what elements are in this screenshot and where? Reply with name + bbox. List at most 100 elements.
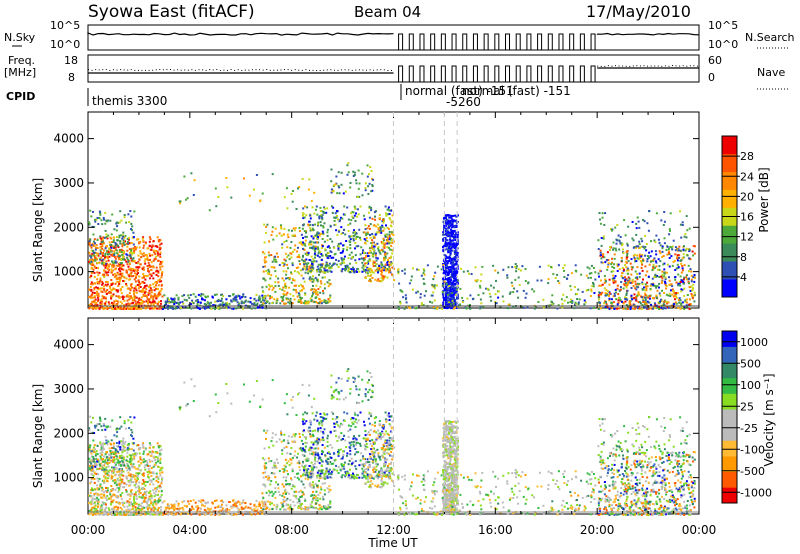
power-cell — [598, 301, 600, 304]
power-cell — [109, 248, 112, 251]
power-cell — [146, 296, 149, 299]
power-cell — [119, 262, 122, 265]
power-cell — [645, 287, 648, 290]
power-cell — [133, 291, 136, 294]
power-cell — [157, 293, 160, 296]
power-cell — [148, 298, 151, 301]
power-cell — [397, 269, 399, 272]
power-cell — [254, 307, 257, 310]
power-cell — [307, 301, 310, 304]
power-cell — [320, 213, 323, 216]
power-cell — [312, 245, 315, 248]
power-cell — [315, 270, 318, 273]
power-cell — [152, 299, 155, 302]
power-cell — [106, 308, 109, 310]
power-cell — [90, 256, 93, 259]
power-cell — [556, 273, 559, 276]
power-cell — [131, 236, 134, 239]
power-cell — [117, 273, 120, 276]
power-cell — [389, 218, 392, 221]
power-cell — [153, 257, 156, 260]
power-cell — [366, 164, 369, 167]
power-cell — [132, 257, 135, 260]
power-cell — [118, 276, 121, 279]
power-cell — [129, 302, 132, 305]
power-cell — [98, 257, 101, 260]
velocity-cell — [134, 491, 137, 494]
power-cell — [449, 238, 451, 241]
power-cell — [361, 266, 364, 269]
power-cell — [310, 269, 313, 272]
power-cell — [348, 253, 351, 256]
power-cell — [102, 236, 105, 239]
power-cell — [664, 278, 667, 281]
nsearch-label: N.Search — [745, 31, 795, 44]
power-cell — [311, 227, 314, 230]
power-cell — [290, 271, 292, 274]
power-cell — [692, 283, 695, 286]
power-cell — [128, 268, 130, 271]
power-cell — [352, 268, 355, 271]
power-cell — [106, 289, 109, 291]
velocity-cell — [115, 480, 118, 483]
power-cell — [607, 259, 610, 262]
power-cell — [398, 282, 401, 285]
power-cell — [160, 280, 163, 283]
power-cell — [330, 180, 333, 183]
power-cell — [126, 287, 129, 290]
power-cell — [445, 278, 447, 281]
power-cell — [263, 259, 266, 262]
velocity-cell — [116, 482, 119, 485]
power-cell — [663, 300, 666, 303]
power-cell — [574, 301, 577, 304]
power-cell — [644, 265, 647, 268]
power-cell — [668, 276, 670, 279]
power-cell — [304, 300, 307, 302]
power-cell — [121, 265, 123, 267]
power-cell — [445, 299, 448, 301]
power-cell — [638, 282, 641, 285]
power-cell — [261, 303, 264, 306]
power-cell — [162, 307, 164, 310]
velocity-cell — [110, 503, 113, 506]
power-cell — [451, 249, 454, 252]
power-cell — [290, 256, 293, 259]
power-cell — [640, 261, 643, 264]
power-cell — [446, 273, 449, 275]
power-cell — [339, 242, 342, 245]
power-cell — [310, 260, 313, 263]
power-cell — [258, 295, 261, 298]
power-cell — [324, 302, 327, 305]
nave-dot — [259, 69, 261, 71]
power-cell — [676, 257, 679, 260]
power-cell — [637, 245, 640, 248]
power-cell — [313, 249, 316, 252]
sounding-block — [537, 33, 543, 51]
power-cell — [341, 268, 344, 271]
power-cell — [313, 290, 316, 293]
power-cell — [369, 280, 372, 282]
power-cell — [378, 251, 381, 254]
power-cell — [125, 270, 128, 273]
power-cell — [302, 207, 305, 210]
power-cell — [317, 288, 320, 290]
velocity-cell — [117, 495, 120, 498]
power-cell — [152, 240, 155, 243]
power-cell — [382, 229, 385, 232]
power-cell — [506, 274, 509, 277]
power-cell — [116, 255, 119, 258]
power-cell — [265, 256, 268, 259]
velocity-cell — [155, 490, 158, 493]
power-cell — [228, 295, 231, 297]
power-cell — [674, 276, 677, 278]
power-cell — [117, 281, 120, 284]
nave-dot — [248, 69, 250, 71]
velocity-cell — [125, 509, 128, 512]
power-cell — [205, 296, 208, 299]
power-cell — [100, 290, 103, 293]
power-cell — [456, 288, 458, 291]
power-cell — [256, 302, 259, 305]
power-cell — [145, 274, 147, 277]
power-cell — [662, 224, 665, 226]
power-cell — [691, 289, 694, 292]
